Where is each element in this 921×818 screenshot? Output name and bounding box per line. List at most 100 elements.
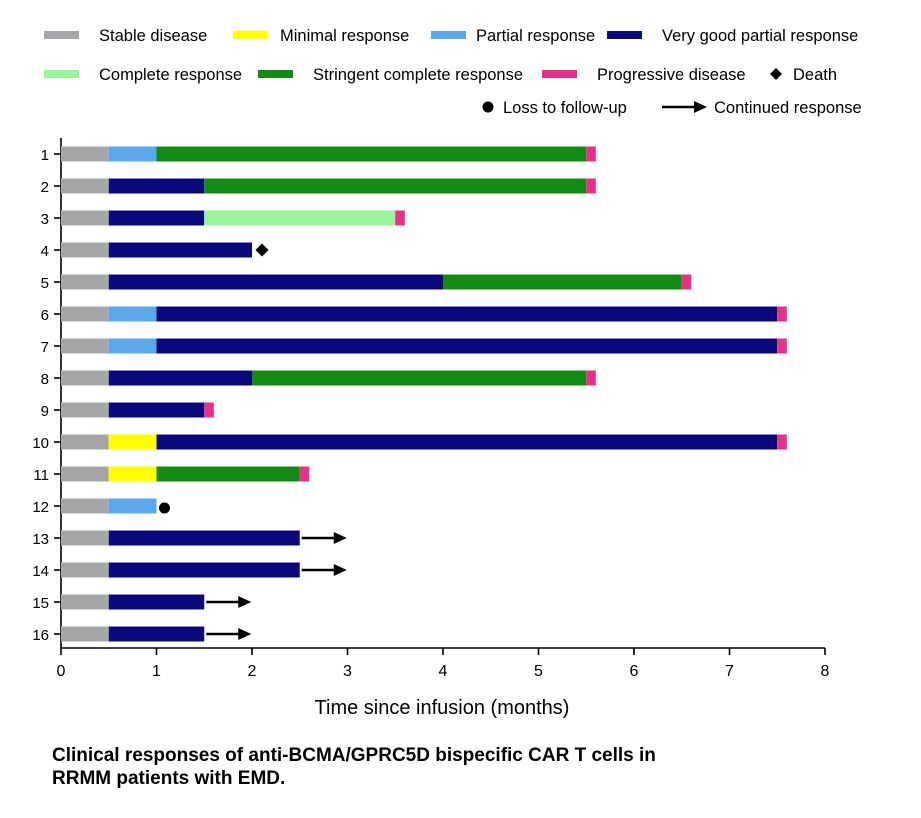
bar-segment-patient-3-progressive-disease xyxy=(395,210,405,226)
x-axis-label: Time since infusion (months) xyxy=(315,697,570,719)
legend-continued-response-label: Continued response xyxy=(714,99,862,117)
bar-segment-patient-1-progressive-disease xyxy=(586,146,596,162)
bar-segment-patient-5-progressive-disease xyxy=(681,274,692,290)
legend-progressive-disease-swatch xyxy=(542,70,577,78)
bar-segment-patient-10-stable-disease xyxy=(61,434,109,450)
y-tick-label-3: 3 xyxy=(41,211,49,228)
caption-line-2: RRMM patients with EMD. xyxy=(52,768,286,789)
bar-segment-patient-15-stable-disease xyxy=(61,594,109,610)
bar-segment-patient-6-very-good-partial-response xyxy=(156,306,778,322)
bar-segment-patient-4-stable-disease xyxy=(61,242,109,258)
bar-segment-patient-2-stable-disease xyxy=(61,178,109,194)
legend-minimal-response-label: Minimal response xyxy=(280,27,409,45)
y-tick-label-13: 13 xyxy=(32,531,49,548)
bar-segment-patient-10-minimal-response xyxy=(108,434,157,450)
bar-segment-patient-1-partial-response xyxy=(108,146,157,162)
legend-death-label: Death xyxy=(793,66,837,84)
y-tick-label-15: 15 xyxy=(32,595,49,612)
bar-segment-patient-4-very-good-partial-response xyxy=(108,242,252,258)
y-tick-label-10: 10 xyxy=(32,435,49,452)
bar-segment-patient-12-partial-response xyxy=(108,498,157,514)
bar-segment-patient-6-stable-disease xyxy=(61,306,109,322)
marker-death-patient-4 xyxy=(255,243,269,257)
x-tick-label-8: 8 xyxy=(821,663,830,680)
y-tick-label-7: 7 xyxy=(41,339,49,356)
legend-continued-response-marker-head xyxy=(694,101,707,113)
x-tick-label-6: 6 xyxy=(630,663,639,680)
bar-segment-patient-9-stable-disease xyxy=(61,402,109,418)
bar-segment-patient-15-very-good-partial-response xyxy=(108,594,205,610)
bar-segment-patient-16-stable-disease xyxy=(61,626,109,642)
bar-segment-patient-8-stringent-complete-response xyxy=(252,370,587,386)
bar-segment-patient-1-stringent-complete-response xyxy=(156,146,587,162)
bar-segment-patient-3-stable-disease xyxy=(61,210,109,226)
y-tick-label-1: 1 xyxy=(41,147,49,164)
bar-segment-patient-5-stable-disease xyxy=(61,274,109,290)
bar-segment-patient-9-very-good-partial-response xyxy=(108,402,205,418)
y-tick-label-12: 12 xyxy=(32,499,49,516)
bar-segment-patient-2-stringent-complete-response xyxy=(204,178,587,194)
x-tick-label-7: 7 xyxy=(725,663,734,680)
bar-segment-patient-3-complete-response xyxy=(204,210,396,226)
legend-stable-disease-swatch xyxy=(44,31,79,39)
bar-segment-patient-3-very-good-partial-response xyxy=(108,210,205,226)
legend-loss-to-follow-up-marker xyxy=(482,101,494,113)
legend-complete-response-label: Complete response xyxy=(99,66,242,84)
bar-segment-patient-11-stable-disease xyxy=(61,466,109,482)
bar-segment-patient-7-very-good-partial-response xyxy=(156,338,778,354)
y-tick-label-8: 8 xyxy=(41,371,49,388)
x-tick-label-1: 1 xyxy=(152,663,161,680)
marker-continued-response-patient-16-head xyxy=(238,628,252,640)
bar-segment-patient-1-stable-disease xyxy=(61,146,109,162)
legend-minimal-response-swatch xyxy=(233,31,268,39)
bar-segment-patient-14-stable-disease xyxy=(61,562,109,578)
marker-continued-response-patient-14-head xyxy=(333,564,347,576)
legend-very-good-partial-response-swatch xyxy=(607,31,642,39)
bar-segment-patient-6-partial-response xyxy=(108,306,157,322)
bar-segment-patient-8-stable-disease xyxy=(61,370,109,386)
legend-partial-response-label: Partial response xyxy=(476,27,595,45)
bar-segment-patient-6-progressive-disease xyxy=(777,306,787,322)
legend-stable-disease-label: Stable disease xyxy=(99,27,207,45)
legend-stringent-complete-response-label: Stringent complete response xyxy=(313,66,523,84)
y-tick-label-14: 14 xyxy=(32,563,49,580)
x-tick-label-4: 4 xyxy=(439,663,448,680)
bar-segment-patient-13-stable-disease xyxy=(61,530,109,546)
bar-segment-patient-13-very-good-partial-response xyxy=(108,530,300,546)
bar-segment-patient-5-stringent-complete-response xyxy=(443,274,682,290)
bar-segment-patient-7-partial-response xyxy=(108,338,157,354)
bar-segment-patient-2-progressive-disease xyxy=(586,178,596,194)
y-tick-label-9: 9 xyxy=(41,403,49,420)
x-tick-label-5: 5 xyxy=(534,663,543,680)
bar-segment-patient-16-very-good-partial-response xyxy=(108,626,205,642)
y-tick-label-2: 2 xyxy=(41,179,49,196)
x-tick-label-0: 0 xyxy=(57,663,66,680)
legend-complete-response-swatch xyxy=(44,70,79,78)
legend-loss-to-follow-up-label: Loss to follow-up xyxy=(503,99,627,117)
bar-segment-patient-11-minimal-response xyxy=(108,466,157,482)
bar-segment-patient-7-stable-disease xyxy=(61,338,109,354)
legend-stringent-complete-response-swatch xyxy=(258,70,293,78)
swimmer-plot: Stable disease Minimal response Partial re… xyxy=(32,27,862,719)
bar-segment-patient-5-very-good-partial-response xyxy=(108,274,443,290)
bar-segment-patient-9-progressive-disease xyxy=(204,402,214,418)
bar-segment-patient-8-progressive-disease xyxy=(586,370,596,386)
bar-segment-patient-8-very-good-partial-response xyxy=(108,370,252,386)
bar-segment-patient-12-stable-disease xyxy=(61,498,109,514)
x-tick-label-2: 2 xyxy=(248,663,257,680)
bar-segment-patient-14-very-good-partial-response xyxy=(108,562,300,578)
legend-partial-response-swatch xyxy=(431,31,466,39)
bar-segment-patient-10-very-good-partial-response xyxy=(156,434,778,450)
y-tick-label-16: 16 xyxy=(32,627,49,644)
bar-segment-patient-2-very-good-partial-response xyxy=(108,178,205,194)
y-tick-label-5: 5 xyxy=(41,275,49,292)
y-tick-label-11: 11 xyxy=(33,467,49,484)
legend-progressive-disease-label: Progressive disease xyxy=(597,66,746,84)
marker-loss-to-follow-up-patient-12 xyxy=(159,502,170,514)
bar-segment-patient-10-progressive-disease xyxy=(777,434,787,450)
marker-continued-response-patient-15-head xyxy=(238,596,252,608)
legend-death-marker xyxy=(770,68,782,80)
caption-line-1: Clinical responses of anti-BCMA/GPRC5D b… xyxy=(52,745,656,766)
bar-segment-patient-7-progressive-disease xyxy=(777,338,787,354)
marker-continued-response-patient-13-head xyxy=(333,532,347,544)
